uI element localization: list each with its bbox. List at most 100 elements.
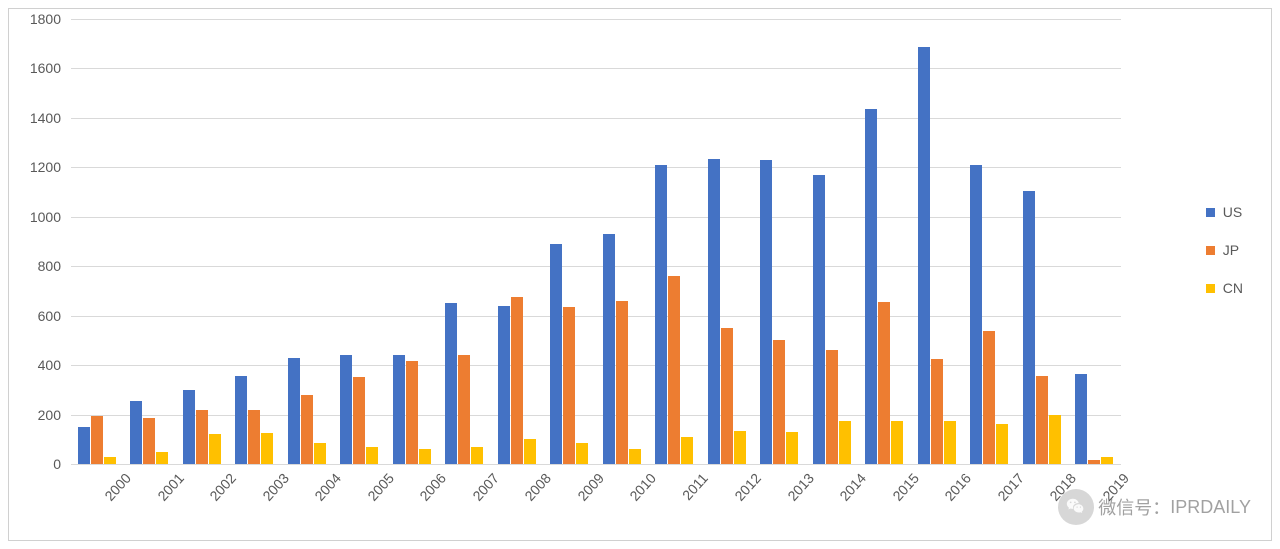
bar-JP [668, 276, 680, 464]
wechat-icon [1058, 489, 1094, 525]
bar-US [235, 376, 247, 464]
x-tick-label: 2010 [627, 470, 660, 504]
bar-CN [891, 421, 903, 464]
bar-group [78, 19, 117, 464]
x-tick-label: 2008 [522, 470, 555, 504]
x-tick-label: 2012 [732, 470, 765, 504]
bar-CN [786, 432, 798, 464]
y-tick-label: 1800 [16, 11, 61, 27]
bar-group [340, 19, 379, 464]
legend-swatch [1206, 284, 1215, 293]
bar-group [655, 19, 694, 464]
y-tick-label: 1000 [16, 209, 61, 225]
bar-JP [1036, 376, 1048, 464]
legend-label: CN [1223, 280, 1243, 296]
bar-US [288, 358, 300, 464]
bar-US [1023, 191, 1035, 464]
bar-US [393, 355, 405, 464]
legend-label: US [1223, 204, 1242, 220]
bar-CN [524, 439, 536, 464]
x-tick-label: 2013 [784, 470, 817, 504]
bar-group [445, 19, 484, 464]
bar-group [708, 19, 747, 464]
bar-group [498, 19, 537, 464]
x-tick-label: 2000 [102, 470, 135, 504]
bar-JP [91, 416, 103, 464]
x-tick-label: 2011 [679, 470, 711, 503]
chart-container: 020040060080010001200140016001800 2000 20… [8, 8, 1272, 541]
bar-US [708, 159, 720, 464]
bars-container [71, 19, 1121, 464]
x-tick-label: 2009 [574, 470, 607, 504]
bar-JP [406, 361, 418, 464]
bar-group [865, 19, 904, 464]
bar-CN [629, 449, 641, 464]
y-tick-label: 1200 [16, 159, 61, 175]
y-tick-label: 1400 [16, 110, 61, 126]
bar-CN [366, 447, 378, 464]
bar-US [340, 355, 352, 464]
bar-CN [471, 447, 483, 464]
bar-US [78, 427, 90, 464]
bar-JP [458, 355, 470, 464]
bar-CN [419, 449, 431, 464]
bar-JP [616, 301, 628, 464]
bar-US [550, 244, 562, 464]
bar-group [183, 19, 222, 464]
bar-group [288, 19, 327, 464]
bar-US [760, 160, 772, 464]
bar-CN [156, 452, 168, 464]
bar-CN [839, 421, 851, 464]
bar-JP [878, 302, 890, 464]
y-tick-label: 400 [16, 357, 61, 373]
legend-item-US: US [1206, 204, 1243, 220]
legend-label: JP [1223, 242, 1239, 258]
bar-JP [248, 410, 260, 464]
bar-CN [681, 437, 693, 464]
x-tick-label: 2015 [889, 470, 922, 504]
bar-JP [931, 359, 943, 464]
bar-US [970, 165, 982, 464]
bar-JP [563, 307, 575, 464]
x-tick-label: 2007 [469, 470, 502, 504]
y-tick-label: 1600 [16, 60, 61, 76]
bar-group [970, 19, 1009, 464]
bar-US [918, 47, 930, 464]
bar-CN [734, 431, 746, 464]
watermark-text: IPRDAILY [1170, 497, 1251, 518]
x-tick-label: 2003 [259, 470, 292, 504]
bar-group [130, 19, 169, 464]
bar-JP [826, 350, 838, 464]
x-tick-label: 2016 [942, 470, 975, 504]
bar-US [183, 390, 195, 464]
watermark-prefix: 微信号： [1098, 494, 1170, 520]
watermark: 微信号： IPRDAILY [1058, 489, 1251, 525]
bar-JP [773, 340, 785, 464]
x-tick-label: 2017 [994, 470, 1027, 504]
bar-CN [314, 443, 326, 464]
bar-CN [1049, 415, 1061, 464]
bar-group [235, 19, 274, 464]
plot-area: 020040060080010001200140016001800 [71, 19, 1121, 464]
bar-CN [944, 421, 956, 464]
x-tick-label: 2002 [207, 470, 240, 504]
y-tick-label: 200 [16, 407, 61, 423]
bar-group [603, 19, 642, 464]
x-tick-label: 2001 [154, 470, 187, 504]
bar-CN [104, 457, 116, 464]
x-tick-label: 2006 [417, 470, 450, 504]
bar-US [865, 109, 877, 464]
y-tick-label: 800 [16, 258, 61, 274]
bar-group [1023, 19, 1062, 464]
bar-JP [721, 328, 733, 464]
x-tick-label: 2004 [312, 470, 345, 504]
legend-swatch [1206, 208, 1215, 217]
bar-JP [983, 331, 995, 465]
bar-US [603, 234, 615, 464]
bar-CN [1101, 457, 1113, 464]
bar-group [760, 19, 799, 464]
bar-JP [143, 418, 155, 464]
bar-group [813, 19, 852, 464]
legend-swatch [1206, 246, 1215, 255]
bar-US [1075, 374, 1087, 464]
